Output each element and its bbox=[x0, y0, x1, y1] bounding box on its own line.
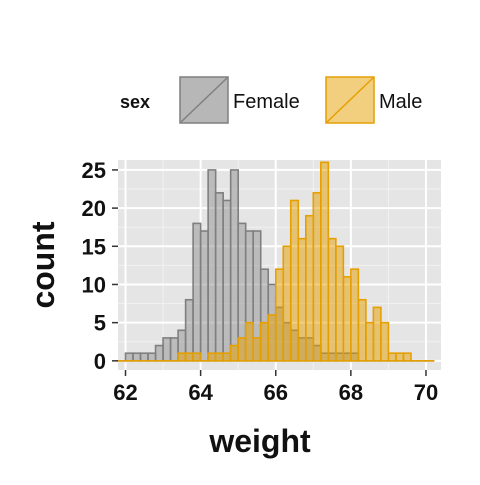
y-tick-label: 20 bbox=[82, 196, 106, 221]
legend-key-male bbox=[326, 77, 374, 123]
histogram-bar-female bbox=[193, 223, 201, 360]
histogram-bar-male bbox=[253, 338, 261, 361]
histogram-bar-male bbox=[268, 315, 276, 361]
histogram-bar-female bbox=[126, 353, 134, 361]
histogram-bar-male bbox=[276, 269, 284, 361]
histogram-bar-male bbox=[231, 346, 239, 361]
histogram-bar-male bbox=[313, 193, 321, 361]
legend-key-female bbox=[180, 77, 228, 123]
histogram-bar-male bbox=[306, 216, 314, 361]
legend-label-male: Male bbox=[379, 91, 422, 113]
histogram-bar-male bbox=[291, 200, 299, 360]
histogram-bar-female bbox=[171, 338, 179, 361]
y-axis-title: count bbox=[25, 221, 61, 308]
plot-panel bbox=[118, 160, 441, 370]
y-tick-label: 15 bbox=[82, 234, 106, 259]
histogram-bar-male bbox=[223, 353, 231, 361]
legend-label-female: Female bbox=[233, 91, 300, 113]
histogram-bar-female bbox=[223, 200, 231, 360]
histogram-bar-female bbox=[216, 193, 224, 361]
x-tick-label: 62 bbox=[113, 380, 137, 405]
histogram-bar-male bbox=[186, 353, 194, 361]
histogram-bar-female bbox=[208, 170, 216, 361]
histogram-bar-male bbox=[373, 307, 381, 360]
y-tick-label: 25 bbox=[82, 158, 106, 183]
x-tick-label: 68 bbox=[339, 380, 363, 405]
histogram-bar-male bbox=[321, 162, 329, 361]
legend-title: sex bbox=[120, 92, 150, 112]
histogram-bar-female bbox=[231, 170, 239, 361]
histogram-bar-male bbox=[208, 353, 216, 361]
histogram-bar-male bbox=[388, 353, 396, 361]
histogram-bar-female bbox=[133, 353, 141, 361]
x-axis-title: weight bbox=[208, 423, 311, 459]
y-tick-label: 10 bbox=[82, 272, 106, 297]
histogram-bar-female bbox=[148, 353, 156, 361]
histogram-bar-male bbox=[216, 353, 224, 361]
x-tick-label: 64 bbox=[188, 380, 213, 405]
histogram-bar-male bbox=[351, 269, 359, 361]
y-tick-label: 0 bbox=[94, 349, 106, 374]
histogram-bar-female bbox=[156, 346, 164, 361]
histogram-bar-female bbox=[141, 353, 149, 361]
x-tick-label: 66 bbox=[264, 380, 288, 405]
histogram-bar-male bbox=[178, 353, 186, 361]
histogram-bar-male bbox=[238, 338, 246, 361]
histogram-bar-male bbox=[336, 246, 344, 361]
histogram-bar-male bbox=[358, 300, 366, 361]
histogram-bar-female bbox=[186, 300, 194, 361]
histogram-bar-male bbox=[381, 323, 389, 361]
histogram-bar-female bbox=[163, 338, 171, 361]
histogram-bar-male bbox=[366, 323, 374, 361]
histogram-bar-male bbox=[283, 246, 291, 361]
histogram-bar-male bbox=[396, 353, 404, 361]
x-tick-label: 70 bbox=[414, 380, 438, 405]
histogram-bar-male bbox=[193, 353, 201, 361]
histogram-bar-male bbox=[261, 323, 269, 361]
histogram-bar-male bbox=[343, 277, 351, 361]
y-tick-label: 5 bbox=[94, 311, 106, 336]
histogram-bar-male bbox=[403, 353, 411, 361]
histogram-bar-female bbox=[201, 231, 209, 361]
histogram-bar-male bbox=[328, 239, 336, 361]
histogram-bar-male bbox=[246, 323, 254, 361]
histogram-bar-male bbox=[298, 239, 306, 361]
